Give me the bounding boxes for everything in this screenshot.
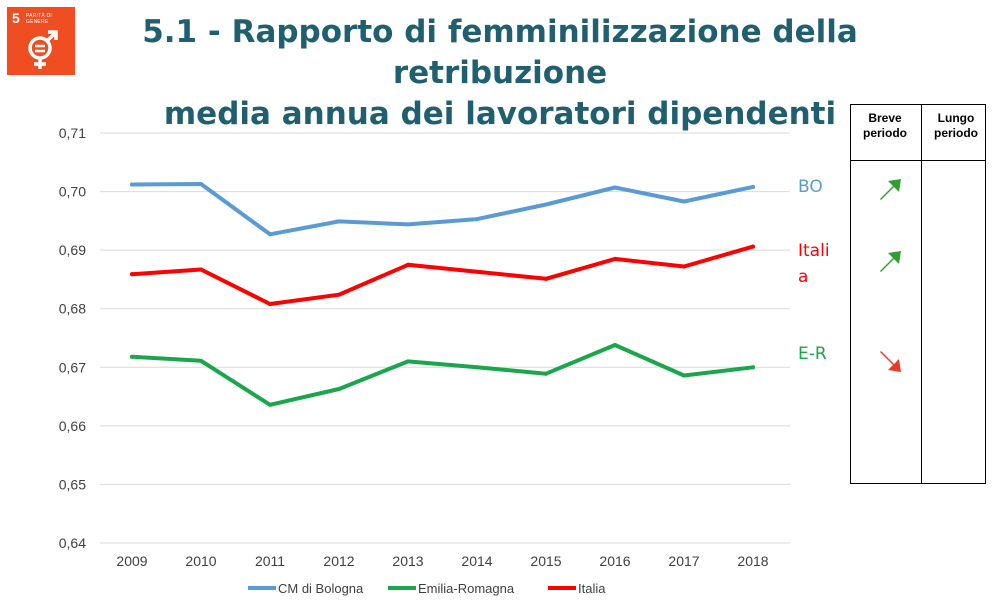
trend-table: Breve periodo Lungo periodo [850, 104, 986, 484]
x-tick-label: 2018 [737, 553, 768, 569]
data-point [268, 302, 272, 307]
title-line-2: media annua dei lavoratori dipendenti [163, 96, 837, 132]
data-point [337, 292, 341, 297]
data-point [130, 182, 134, 187]
data-point [544, 371, 548, 376]
page-title: 5.1 - Rapporto di femminilizzazione dell… [100, 12, 900, 135]
data-point [544, 202, 548, 207]
trend-arrow-down-er-icon [880, 351, 901, 372]
y-tick-label: 0,66 [59, 418, 86, 434]
data-point [475, 269, 479, 274]
data-point [682, 264, 686, 269]
header-short-term: Breve periodo [863, 111, 907, 140]
series-end-label: a [798, 267, 808, 287]
y-tick-label: 0,67 [59, 359, 86, 375]
gender-equality-icon [28, 30, 58, 69]
data-point [130, 354, 134, 359]
series-line [130, 343, 755, 407]
x-tick-label: 2012 [323, 553, 354, 569]
line-chart: 0,64 0,65 0,66 0,67 0,68 0,69 0,70 0,71 2009 2010… [59, 125, 830, 596]
series-end-label: E-R [798, 344, 827, 364]
y-tick-label: 0,65 [59, 476, 86, 492]
data-point [337, 386, 341, 391]
data-point [751, 365, 755, 370]
series-end-label: BO [798, 177, 823, 197]
data-point [199, 358, 203, 363]
x-tick-label: 2015 [530, 553, 561, 569]
series-line [130, 244, 755, 306]
trend-arrow-up-italia-icon [880, 251, 901, 272]
x-tick-label: 2011 [255, 553, 285, 569]
legend-label: Emilia-Romagna [418, 581, 515, 596]
data-point [406, 359, 410, 364]
data-point [268, 402, 272, 407]
x-tick-label: 2014 [461, 553, 492, 569]
sdg-goal-5-badge: 5 PARITÀ DI GENERE [7, 7, 75, 75]
y-tick-label: 0,69 [59, 242, 86, 258]
y-tick-label: 0,70 [59, 184, 86, 200]
data-point [406, 222, 410, 227]
data-point [544, 276, 548, 281]
y-tick-label: 0,64 [59, 535, 86, 551]
x-tick-label: 2010 [185, 553, 216, 569]
y-tick-label: 0,68 [59, 301, 86, 317]
table-divider-horizontal [851, 160, 985, 161]
legend-label: Italia [578, 581, 606, 596]
sdg-goal-text: PARITÀ DI GENERE [26, 13, 52, 25]
x-tick-label: 2016 [599, 553, 630, 569]
data-point [475, 365, 479, 370]
data-point [475, 217, 479, 222]
legend-label: CM di Bologna [278, 581, 364, 596]
data-point [337, 219, 341, 224]
series-end-label: Itali [798, 241, 830, 261]
table-divider-vertical [921, 105, 922, 483]
data-point [682, 199, 686, 204]
data-point [613, 185, 617, 190]
data-point [199, 267, 203, 272]
x-tick-label: 2009 [116, 553, 147, 569]
header-long-term: Lungo periodo [934, 111, 978, 140]
sdg-goal-number: 5 [12, 10, 20, 26]
y-tick-label: 0,71 [59, 125, 86, 141]
data-point [613, 343, 617, 348]
data-point [751, 184, 755, 189]
data-point [406, 262, 410, 267]
x-tick-label: 2013 [392, 553, 423, 569]
x-tick-label: 2017 [668, 553, 699, 569]
data-point [268, 232, 272, 237]
data-point [130, 272, 134, 277]
data-point [751, 244, 755, 249]
series-line [130, 182, 755, 237]
trend-arrow-up-bo-icon [880, 179, 901, 200]
data-point [613, 256, 617, 261]
data-point [682, 373, 686, 378]
title-line-1: 5.1 - Rapporto di femminilizzazione dell… [142, 14, 858, 91]
data-point [199, 181, 203, 186]
